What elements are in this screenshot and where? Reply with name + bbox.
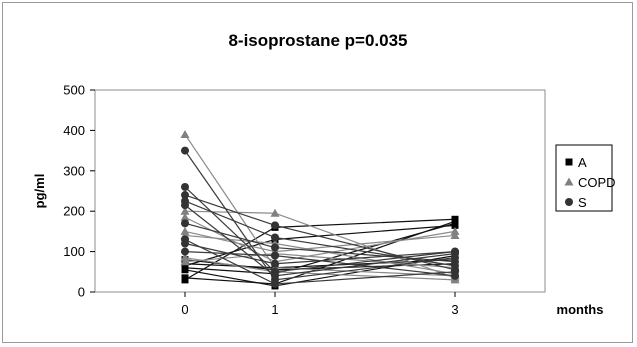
plot-area <box>94 89 546 293</box>
data-point <box>181 201 189 210</box>
data-point <box>181 146 189 155</box>
series-s-22 <box>181 247 459 280</box>
series-s-19 <box>181 219 459 266</box>
series-layer <box>180 129 460 290</box>
data-point <box>271 251 279 260</box>
data-point <box>271 233 279 242</box>
x-axis-title: months <box>557 302 604 317</box>
legend-label-a: A <box>578 155 587 170</box>
data-point <box>271 243 279 252</box>
data-point <box>180 226 190 235</box>
data-point <box>451 257 459 266</box>
x-tick-label: 1 <box>271 302 278 317</box>
legend-label-s: S <box>578 195 587 210</box>
y-axis-ticks: 0 100 200 300 400 500 <box>63 83 95 300</box>
data-point <box>181 266 189 274</box>
legend-marker-s <box>565 198 573 206</box>
legend-label-copd: COPD <box>578 175 616 190</box>
data-point <box>181 239 189 248</box>
plot-area-border <box>94 89 546 293</box>
series-s-20 <box>181 235 459 288</box>
data-point <box>181 247 189 256</box>
y-tick-label: 500 <box>63 83 85 98</box>
legend-marker-a <box>565 158 573 166</box>
data-point <box>181 182 189 191</box>
data-point <box>180 257 190 266</box>
chart-frame <box>2 2 633 343</box>
y-tick-label: 400 <box>63 123 85 138</box>
legend-marker-copd <box>564 177 574 186</box>
data-point <box>180 212 190 221</box>
legend: A COPD S <box>555 144 616 212</box>
data-point <box>451 221 459 229</box>
data-point <box>180 129 190 138</box>
data-point <box>271 259 279 268</box>
data-point <box>271 271 279 280</box>
data-point <box>450 230 460 239</box>
y-tick-label: 300 <box>63 163 85 178</box>
data-point <box>270 208 280 217</box>
data-point <box>271 279 279 288</box>
data-point <box>180 206 190 215</box>
chart-title: 8-isoprostane p=0.035 <box>228 31 407 50</box>
data-point <box>451 271 459 280</box>
data-point <box>271 221 279 230</box>
data-point <box>181 219 189 228</box>
y-axis-title: pg/ml <box>32 174 47 209</box>
x-tick-label: 3 <box>451 302 458 317</box>
series-s-21 <box>181 239 459 268</box>
y-tick-label: 200 <box>63 204 85 219</box>
x-axis-ticks: 0 1 3 <box>181 292 459 317</box>
legend-box <box>555 144 613 212</box>
data-point <box>180 253 190 262</box>
data-point <box>181 274 189 282</box>
data-point <box>181 191 189 200</box>
y-tick-label: 100 <box>63 244 85 259</box>
y-tick-label: 0 <box>78 285 85 300</box>
data-point <box>450 226 460 235</box>
data-point <box>451 247 459 256</box>
x-tick-label: 0 <box>181 302 188 317</box>
